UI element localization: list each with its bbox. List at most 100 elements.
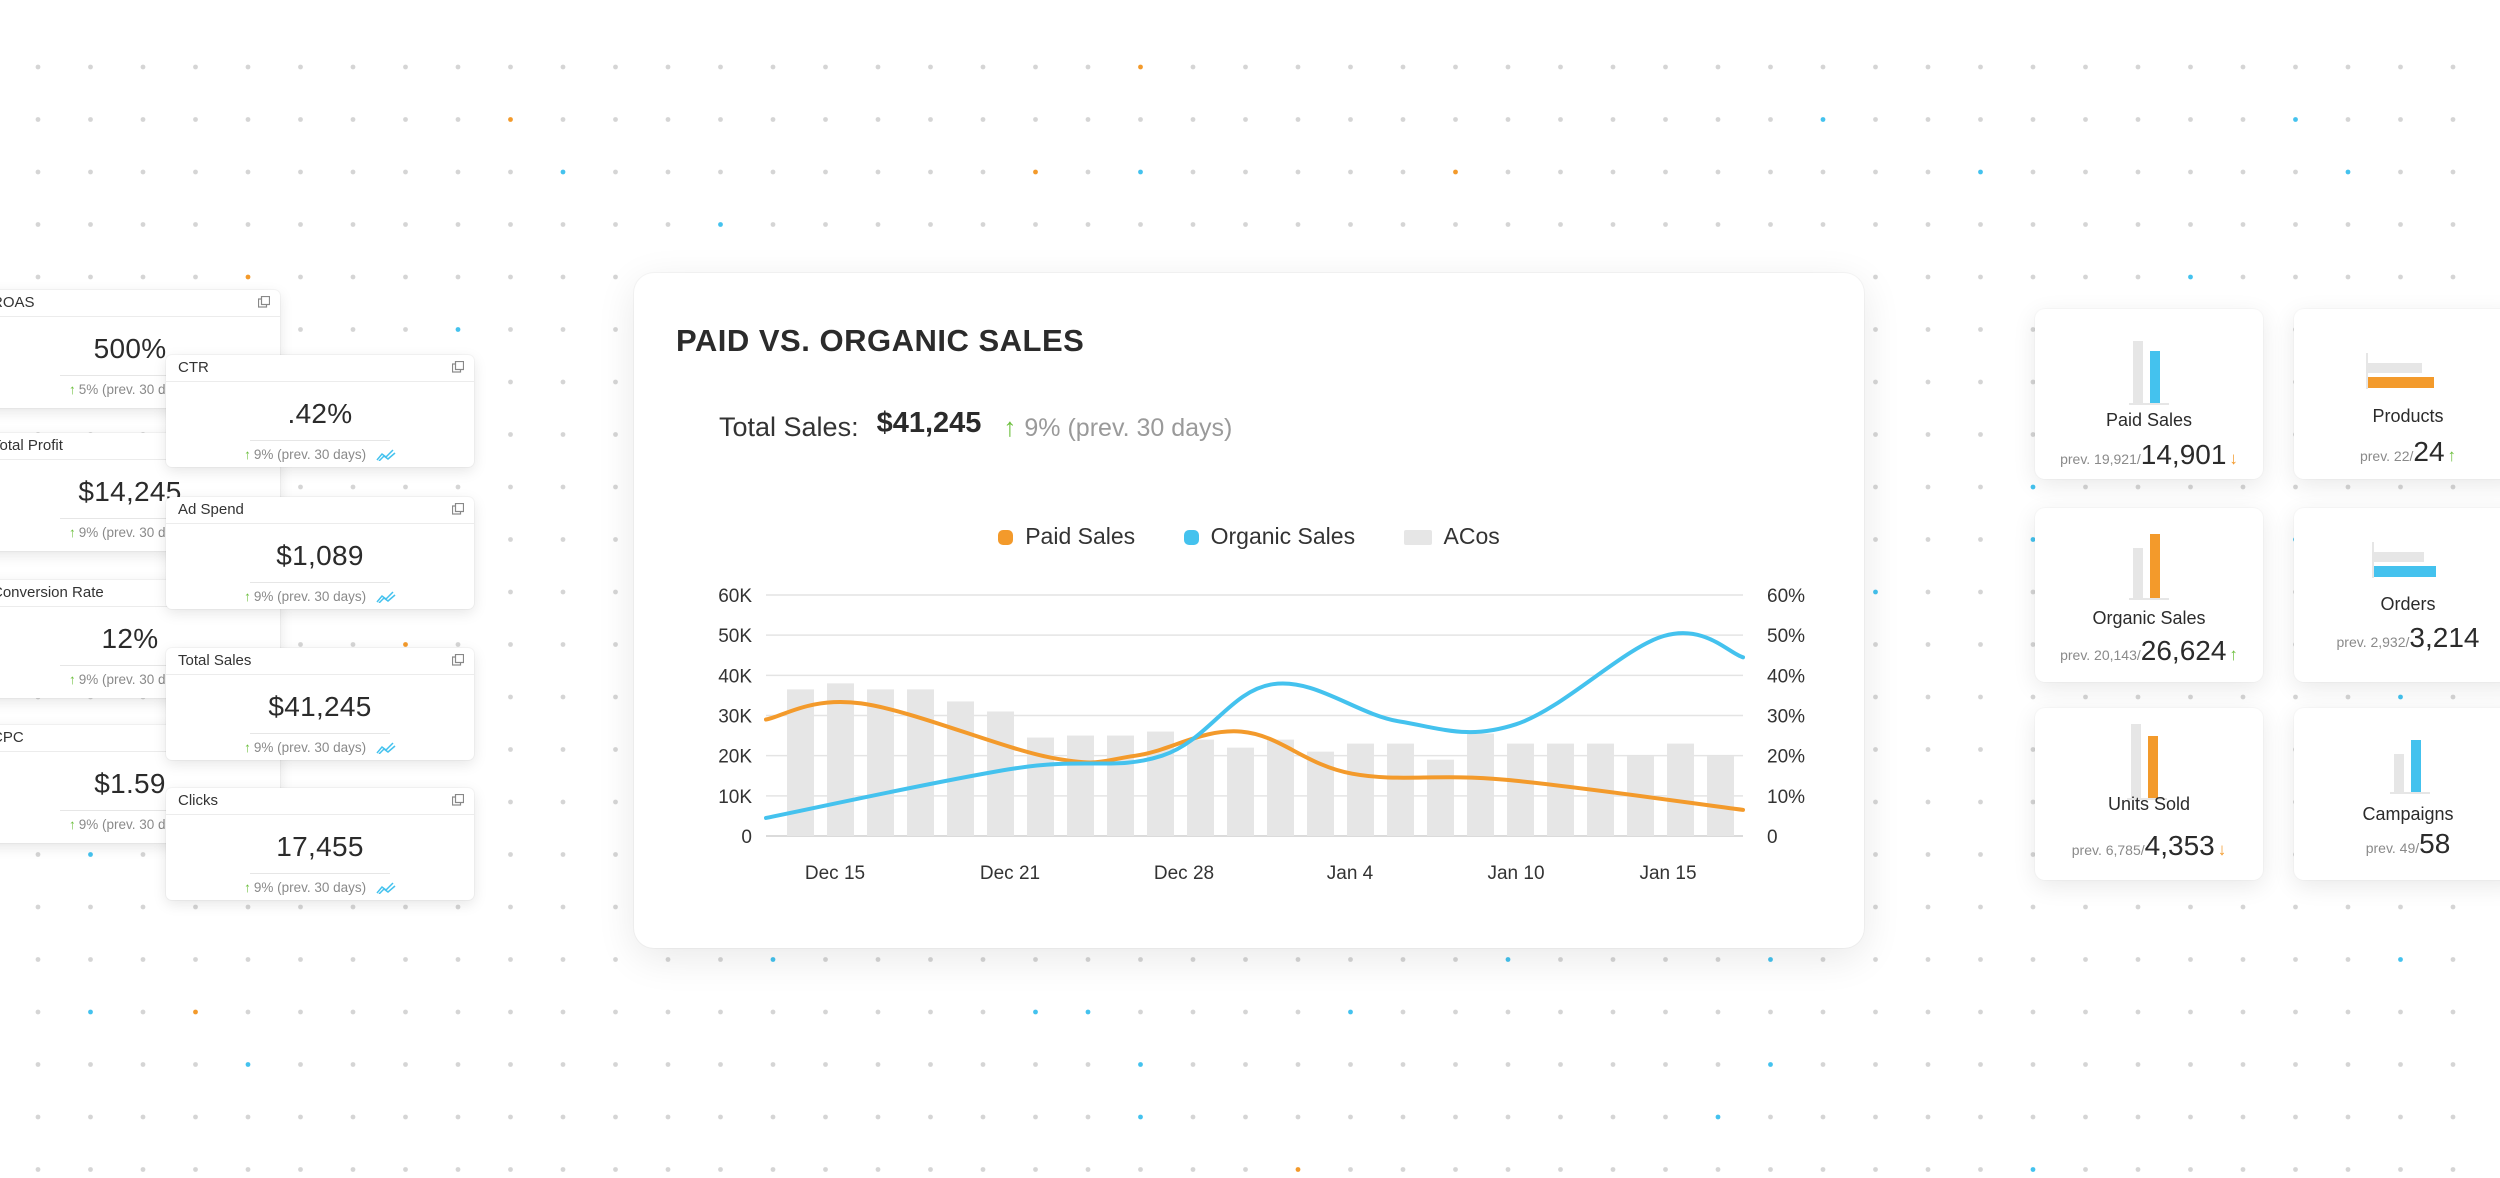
organic-sales-swatch-icon bbox=[1183, 530, 1199, 545]
metric-card-total-sales[interactable]: Total Sales $41,245 ↑ 9% (prev. 30 days) bbox=[166, 648, 474, 760]
background-dot bbox=[35, 222, 41, 227]
background-dot bbox=[875, 957, 881, 962]
tile-paid-sales[interactable]: Paid Sales prev. 19,921/14,901 ↓ bbox=[2035, 309, 2263, 479]
background-dot bbox=[1715, 64, 1721, 70]
background-dot bbox=[350, 117, 356, 122]
background-dot bbox=[2030, 222, 2036, 227]
copy-icon[interactable] bbox=[452, 503, 464, 515]
background-dot bbox=[1505, 1114, 1511, 1120]
metric-value: $1.59 bbox=[94, 768, 166, 799]
tile-organic-sales[interactable]: Organic Sales prev. 20,143/26,624 ↑ bbox=[2035, 508, 2263, 682]
background-dot bbox=[88, 169, 93, 175]
background-dot bbox=[1295, 222, 1301, 227]
background-dot bbox=[2398, 169, 2403, 175]
tile-label: Paid Sales bbox=[2105, 410, 2193, 430]
background-dot bbox=[2293, 1167, 2298, 1172]
background-dot bbox=[2293, 274, 2298, 280]
background-dot bbox=[1873, 1167, 1878, 1172]
background-dot bbox=[2345, 117, 2351, 122]
background-dot bbox=[1715, 222, 1721, 227]
tile-products[interactable]: Products prev. 22/24 ↑ bbox=[2294, 309, 2500, 479]
background-dot bbox=[140, 274, 146, 280]
background-dot bbox=[1663, 64, 1668, 70]
background-dot bbox=[2135, 1167, 2141, 1172]
background-dot bbox=[403, 904, 408, 910]
background-dot bbox=[2030, 537, 2036, 542]
background-dot bbox=[1978, 169, 1983, 175]
tile-units-sold[interactable]: Units Sold prev. 6,785/4,353 ↓ bbox=[2035, 708, 2263, 880]
paid-sales-swatch-icon bbox=[998, 530, 1014, 545]
background-dot bbox=[2030, 642, 2036, 647]
background-dot bbox=[350, 1009, 356, 1015]
background-dot bbox=[1453, 1167, 1458, 1172]
background-dot bbox=[1820, 169, 1826, 175]
background-dot bbox=[2083, 694, 2088, 700]
tile-orders[interactable]: Orders prev. 2,932/3,214 bbox=[2294, 508, 2500, 682]
background-dot bbox=[350, 1114, 356, 1120]
background-dot bbox=[245, 1062, 251, 1067]
legend-item-acos[interactable]: ACos bbox=[1403, 523, 1500, 550]
background-dot bbox=[1978, 537, 1983, 542]
background-dot bbox=[88, 1062, 93, 1067]
y-right-tick-label: 60% bbox=[1767, 586, 1805, 607]
background-dot bbox=[1400, 1114, 1406, 1120]
background-dot bbox=[298, 169, 303, 175]
background-dot bbox=[1925, 117, 1931, 122]
background-dot bbox=[980, 1062, 986, 1067]
metric-value: .42% bbox=[287, 398, 353, 429]
metric-card-clicks[interactable]: Clicks 17,455 ↑ 9% (prev. 30 days) bbox=[166, 788, 474, 900]
background-dot bbox=[1978, 274, 1983, 280]
background-dot bbox=[928, 1062, 933, 1067]
background-dot bbox=[1243, 117, 1248, 122]
background-dot bbox=[1610, 1114, 1616, 1120]
metric-card-ad-spend[interactable]: Ad Spend $1,089 ↑ 9% (prev. 30 days) bbox=[166, 497, 474, 609]
background-dot bbox=[1505, 1062, 1511, 1067]
background-dot bbox=[455, 1167, 461, 1172]
background-dot bbox=[1715, 1009, 1721, 1015]
background-dot bbox=[508, 747, 513, 752]
background-dot bbox=[1033, 222, 1038, 227]
background-dot bbox=[2293, 1009, 2298, 1015]
copy-icon[interactable] bbox=[452, 654, 464, 666]
background-dot bbox=[928, 169, 933, 175]
background-dot bbox=[1610, 64, 1616, 70]
y-left-tick-label: 10K bbox=[718, 787, 752, 808]
background-dot bbox=[1925, 589, 1931, 595]
legend-item-paid-sales[interactable]: Paid Sales bbox=[998, 523, 1135, 550]
background-dot bbox=[1663, 222, 1668, 227]
background-dot bbox=[2450, 64, 2456, 70]
background-dot bbox=[403, 1009, 408, 1015]
background-dot bbox=[665, 1167, 671, 1172]
background-dot bbox=[298, 957, 303, 962]
legend-item-organic-sales[interactable]: Organic Sales bbox=[1183, 523, 1355, 550]
background-dot bbox=[770, 1114, 776, 1120]
background-dot bbox=[2450, 1062, 2456, 1067]
background-dot bbox=[613, 379, 618, 385]
background-dot bbox=[1610, 1167, 1616, 1172]
y-left-tick-label: 20K bbox=[718, 747, 752, 768]
background-dot bbox=[823, 957, 828, 962]
tile-campaigns[interactable]: Campaigns prev. 49/58 bbox=[2294, 708, 2500, 880]
background-dot bbox=[560, 904, 566, 910]
background-dot bbox=[1820, 117, 1826, 122]
copy-icon[interactable] bbox=[258, 296, 270, 308]
background-dot bbox=[2188, 222, 2193, 227]
up-arrow-icon: ↑ bbox=[68, 672, 76, 687]
copy-icon[interactable] bbox=[452, 794, 464, 806]
background-dot bbox=[1138, 1114, 1143, 1120]
background-dot bbox=[2030, 904, 2036, 910]
background-dot bbox=[350, 484, 356, 490]
background-dot bbox=[613, 484, 618, 490]
background-dot bbox=[1925, 1009, 1931, 1015]
background-dot bbox=[350, 327, 356, 332]
trend-sparkline-icon bbox=[376, 882, 396, 895]
background-dot bbox=[613, 589, 618, 595]
background-dot bbox=[2345, 1114, 2351, 1120]
metric-card-ctr[interactable]: CTR .42% ↑ 9% (prev. 30 days) bbox=[166, 355, 474, 467]
metric-value: 500% bbox=[93, 333, 167, 364]
copy-icon[interactable] bbox=[452, 361, 464, 373]
background-dot bbox=[1138, 169, 1143, 175]
background-dot bbox=[1400, 957, 1406, 962]
background-dot bbox=[2240, 169, 2246, 175]
background-dot bbox=[1295, 1062, 1301, 1067]
